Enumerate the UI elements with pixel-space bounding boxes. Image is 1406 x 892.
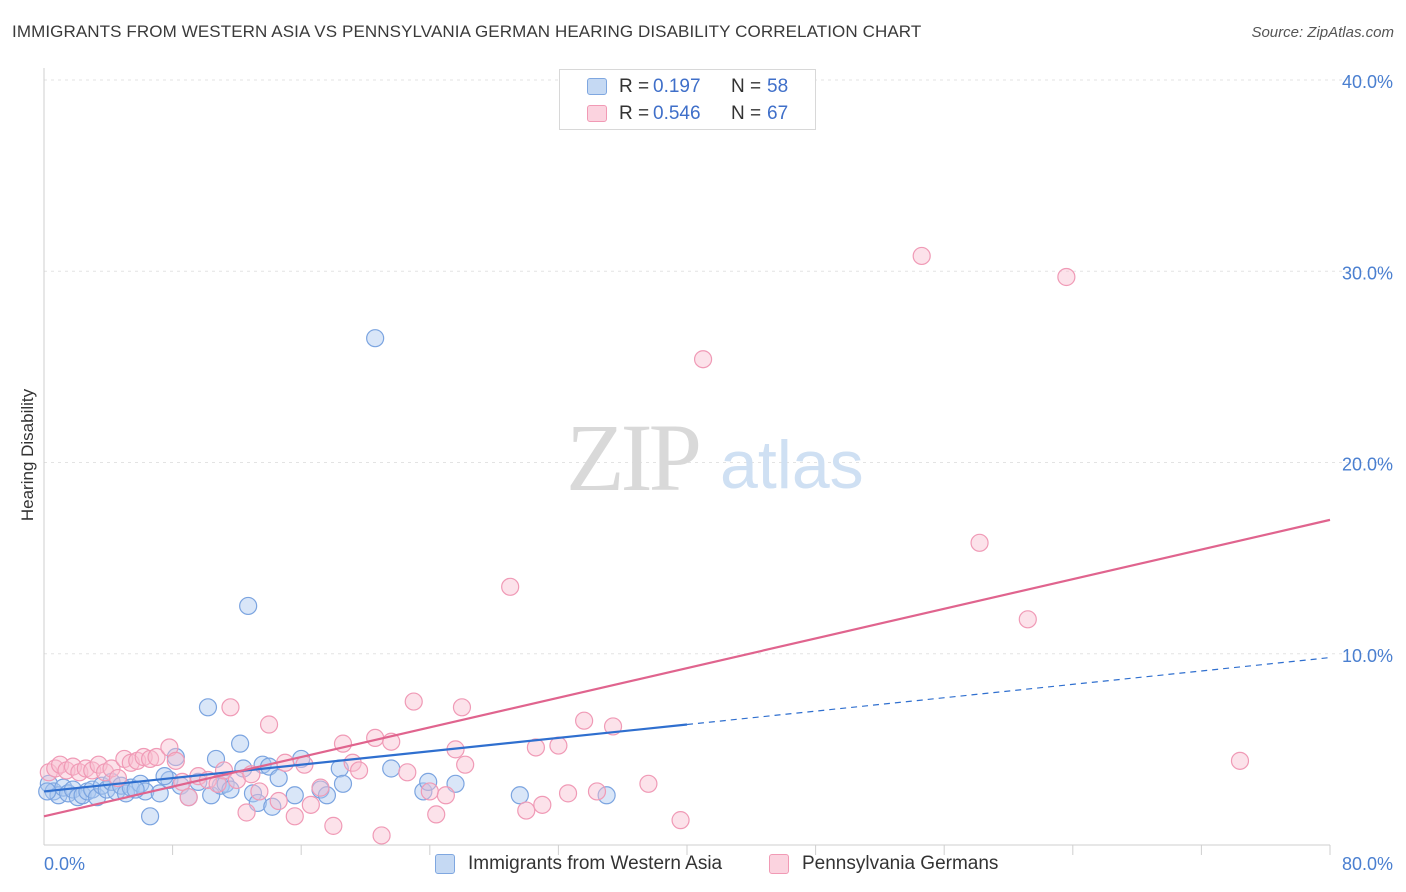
y-tick-label: 40.0%	[1342, 72, 1393, 92]
data-point	[202, 786, 221, 805]
y-tick-label: 20.0%	[1342, 455, 1393, 475]
data-point	[324, 816, 343, 835]
data-point	[671, 811, 690, 830]
n-value: 58	[767, 76, 789, 97]
data-point	[1230, 751, 1250, 770]
tick-labels: 10.0% 20.0% 30.0% 40.0% 0.0% 80.0%	[44, 72, 1393, 874]
chart-title: IMMIGRANTS FROM WESTERN ASIA VS PENNSYLV…	[12, 22, 922, 41]
series-points	[38, 246, 1250, 845]
watermark-zip: ZIP	[566, 404, 699, 511]
stats-row-western-asia: R = 0.197 N = 58	[560, 74, 815, 100]
stats-row-pennsylvania-germans: R = 0.546 N = 67	[560, 101, 815, 127]
data-point	[140, 807, 160, 826]
data-point	[414, 782, 433, 801]
data-point	[198, 698, 218, 717]
pennsylvania-germans-swatch	[587, 105, 607, 122]
data-point	[366, 329, 385, 348]
data-point	[1057, 267, 1076, 287]
watermark: ZIP atlas	[566, 404, 864, 511]
data-point	[87, 788, 107, 807]
data-point	[301, 795, 320, 814]
legend-swatch-pennsylvania-germans	[769, 854, 789, 874]
trendline-1	[43, 518, 1331, 818]
data-point	[639, 774, 658, 793]
data-point	[179, 788, 198, 807]
x-tick-label-min: 0.0%	[44, 854, 85, 874]
data-point	[693, 350, 713, 369]
x-tick-label-max: 80.0%	[1342, 854, 1393, 874]
legend: Immigrants from Western Asia Pennsylvani…	[0, 851, 1406, 881]
stats-legend-box: R = 0.197 N = 58 R = 0.546 N = 67	[559, 69, 816, 130]
data-point	[237, 803, 256, 822]
r-value: 0.197	[653, 76, 701, 97]
data-point	[102, 759, 121, 778]
data-point	[420, 782, 439, 801]
data-point	[587, 782, 607, 801]
legend-label-pennsylvania-germans: Pennsylvania Germans	[802, 853, 999, 874]
data-point	[597, 786, 616, 805]
watermark-atlas: atlas	[720, 427, 864, 503]
data-point	[533, 795, 552, 814]
trendline-extension-0	[686, 656, 1331, 726]
data-point	[243, 784, 263, 803]
data-point	[558, 784, 578, 803]
data-point	[382, 759, 401, 778]
y-tick-label: 10.0%	[1342, 646, 1393, 666]
legend-swatch-western-asia	[435, 854, 455, 874]
data-point	[333, 774, 353, 793]
data-point	[221, 698, 240, 717]
r-value: 0.546	[653, 103, 701, 124]
trendlines	[43, 518, 1331, 818]
n-label: N =	[731, 103, 762, 124]
data-point	[517, 801, 536, 820]
data-point	[285, 807, 304, 826]
r-label: R =	[619, 76, 650, 97]
data-point	[349, 761, 369, 780]
trendline-0	[43, 723, 688, 793]
axes	[43, 68, 1331, 855]
data-point	[372, 826, 391, 845]
data-point	[970, 533, 989, 552]
gridlines	[44, 79, 1392, 655]
data-point	[259, 715, 279, 734]
series-western-asia	[38, 329, 616, 826]
y-tick-label: 30.0%	[1342, 263, 1393, 283]
data-point	[166, 751, 185, 770]
data-point	[427, 805, 446, 824]
data-point	[285, 786, 304, 805]
data-point	[311, 778, 330, 797]
data-point	[404, 692, 423, 711]
data-point	[456, 755, 475, 774]
data-point	[575, 711, 594, 730]
data-point	[140, 749, 160, 769]
data-point	[501, 577, 520, 596]
western-asia-swatch	[587, 78, 607, 95]
data-point	[269, 791, 288, 811]
data-point	[155, 767, 174, 786]
data-point	[239, 596, 258, 616]
legend-label-western-asia: Immigrants from Western Asia	[468, 853, 723, 874]
data-point	[1018, 610, 1037, 629]
source-label: Source: ZipAtlas.com	[1251, 24, 1394, 41]
data-point	[269, 768, 288, 788]
data-point	[166, 747, 185, 767]
data-point	[134, 747, 153, 767]
data-point	[912, 246, 931, 266]
data-point	[510, 786, 529, 805]
r-label: R =	[619, 103, 650, 124]
n-value: 67	[767, 103, 789, 124]
data-point	[147, 747, 166, 767]
data-point	[231, 734, 250, 753]
data-point	[436, 786, 455, 805]
data-point	[526, 738, 545, 757]
data-point	[250, 782, 269, 801]
n-label: N =	[731, 76, 762, 97]
series-pennsylvania-germans	[39, 246, 1250, 845]
data-point	[398, 763, 417, 782]
data-point	[452, 698, 472, 717]
